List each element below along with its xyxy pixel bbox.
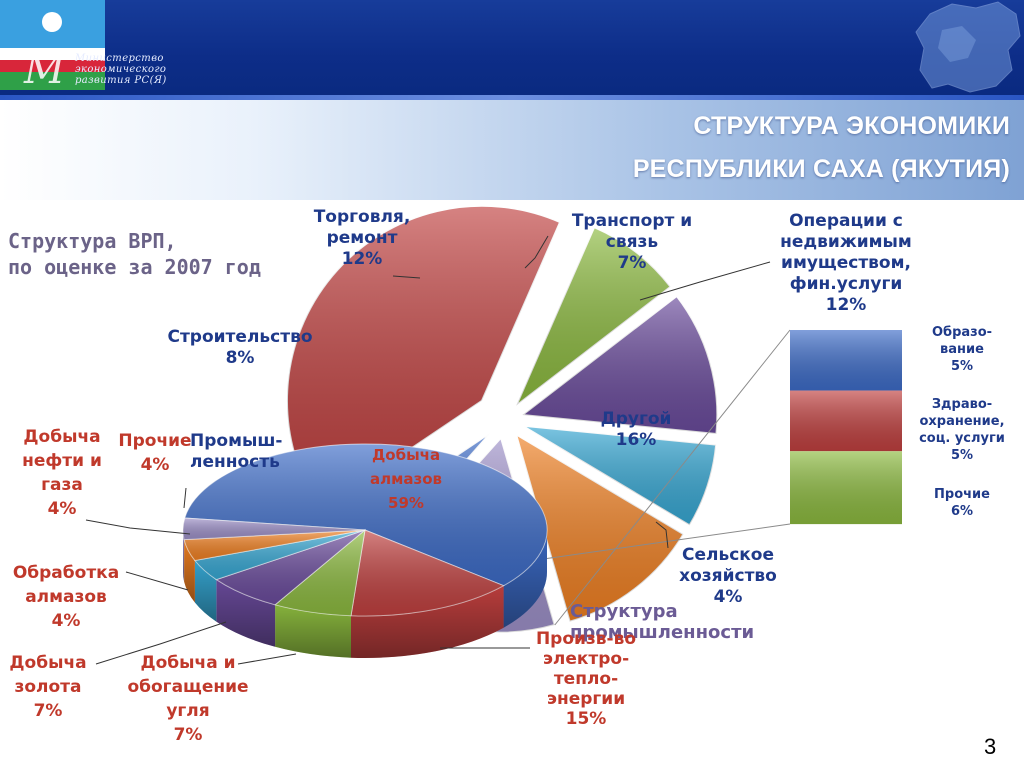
ministry-logo-line-2: экономического — [75, 64, 167, 75]
header-stripe — [0, 95, 1024, 100]
vrp-slice-highlight — [522, 425, 717, 526]
leader-obrabotka — [125, 571, 189, 591]
industry-slice-highlight — [182, 518, 365, 540]
vrp-label-торговля-ремонт: Торговля, ремонт 12% — [314, 207, 411, 269]
breakdown-bar-highlight — [790, 451, 902, 525]
leader-transport — [524, 235, 549, 269]
vrp-label-строительство: Строительство 8% — [167, 327, 312, 368]
vrp-label-операции-с-недвижимым-имуществом-фин-услуги: Операции с недвижимым имуществом, фин.услуг… — [780, 211, 912, 315]
breakdown-label-образование: Образо-вание 5% — [932, 325, 992, 374]
slide-title-line-1: СТРУКТУРА ЭКОНОМИКИ — [693, 112, 1010, 140]
vrp-slice-highlight — [516, 227, 671, 406]
breakdown-bar-highlight — [790, 330, 902, 391]
industry-label-произв-во-электро-тепло-энергии: Произв-во электро-тепло-энергии 15% — [536, 629, 636, 729]
ministry-logo-line-1: Министерство — [75, 53, 164, 64]
breakdown-bar-highlight — [790, 390, 902, 452]
industry-side-shade — [184, 539, 195, 603]
vrp-slice-строительство — [515, 225, 673, 407]
svg-text:М: М — [23, 47, 66, 93]
vrp-slice-операции-с-недвижимым-имуществом-фин-услуги — [514, 432, 685, 623]
industry-slice-highlight — [351, 530, 504, 616]
industry-chart-title: Структура промышленности — [570, 601, 754, 643]
industry-label-добыча-нефти-и-газа: Добыча нефти и газа 4% — [22, 427, 102, 519]
industry-label-добыча-и-обогащение-угля: Добыча и обогащение угля 7% — [127, 653, 248, 745]
vrp-slice-highlight — [286, 205, 561, 510]
industry-side-shade — [503, 530, 547, 628]
sakha-flag-icon — [0, 0, 105, 90]
economy-charts: Структура ВРП, по оценке за 2007 год Струк… — [8, 204, 1005, 745]
leader-selskoe — [655, 521, 669, 549]
breakdown-connector-top — [554, 329, 791, 626]
vrp-slice-транспорт-и-связь — [521, 424, 718, 527]
vrp-label-другой: Другой 16% — [601, 409, 672, 450]
leader-prochie — [183, 487, 187, 509]
industry-slice-highlight — [275, 530, 365, 616]
vrp-label-транспорт-и-связь: Транспорт и связь 7% — [572, 211, 692, 273]
breakdown-label-здравоохранение-соц-услуги: Здраво-охранение, соц. услуги 5% — [919, 397, 1005, 463]
ministry-logo: М Министерство экономического развития Р… — [20, 45, 210, 93]
leader-ugol — [237, 653, 297, 665]
industry-label-добыча-алмазов: Добыча алмазов 59% — [370, 446, 442, 512]
leader-torgovlya — [392, 275, 421, 279]
yakutia-map-icon — [915, 1, 1021, 93]
industry-side-shade — [194, 560, 217, 622]
industry-side-shade — [182, 530, 185, 582]
header-bar — [0, 0, 1024, 95]
vrp-chart-title: Структура ВРП, по оценке за 2007 год — [8, 229, 261, 279]
leader-operacii — [639, 261, 771, 301]
industry-label-прочие: Прочие 4% — [118, 431, 191, 475]
industry-side-shade — [275, 604, 351, 658]
vrp-slice-highlight — [522, 296, 718, 434]
vrp-slice-highlight — [516, 434, 684, 622]
industry-slice-highlight — [216, 530, 365, 605]
leader-zoloto — [95, 621, 227, 665]
industry-slice-highlight — [194, 530, 365, 580]
industry-label-добыча-золота: Добыча золота 7% — [9, 653, 86, 721]
title-band — [0, 100, 1024, 200]
page-number: 3 — [984, 734, 997, 759]
vrp-slice-торговля-ремонт — [519, 294, 719, 436]
leader-neft — [85, 519, 191, 535]
ministry-logo-line-3: развития РС(Я) — [75, 75, 167, 86]
vrp-slice-промышленность — [285, 204, 562, 512]
industry-label-обработка-алмазов: Обработка алмазов 4% — [13, 563, 119, 631]
industry-slice-highlight — [184, 443, 548, 586]
breakdown-label-прочие: Прочие 6% — [934, 487, 990, 519]
vrp-label-промышленность: Промыш-ленность — [190, 431, 282, 472]
vrp-label-сельское-хозяйство: Сельское хозяйство 4% — [679, 545, 777, 607]
slide-title-line-2: РЕСПУБЛИКИ САХА (ЯКУТИЯ) — [632, 155, 1010, 183]
industry-side-shade — [351, 585, 504, 658]
industry-side-shade — [216, 579, 276, 647]
